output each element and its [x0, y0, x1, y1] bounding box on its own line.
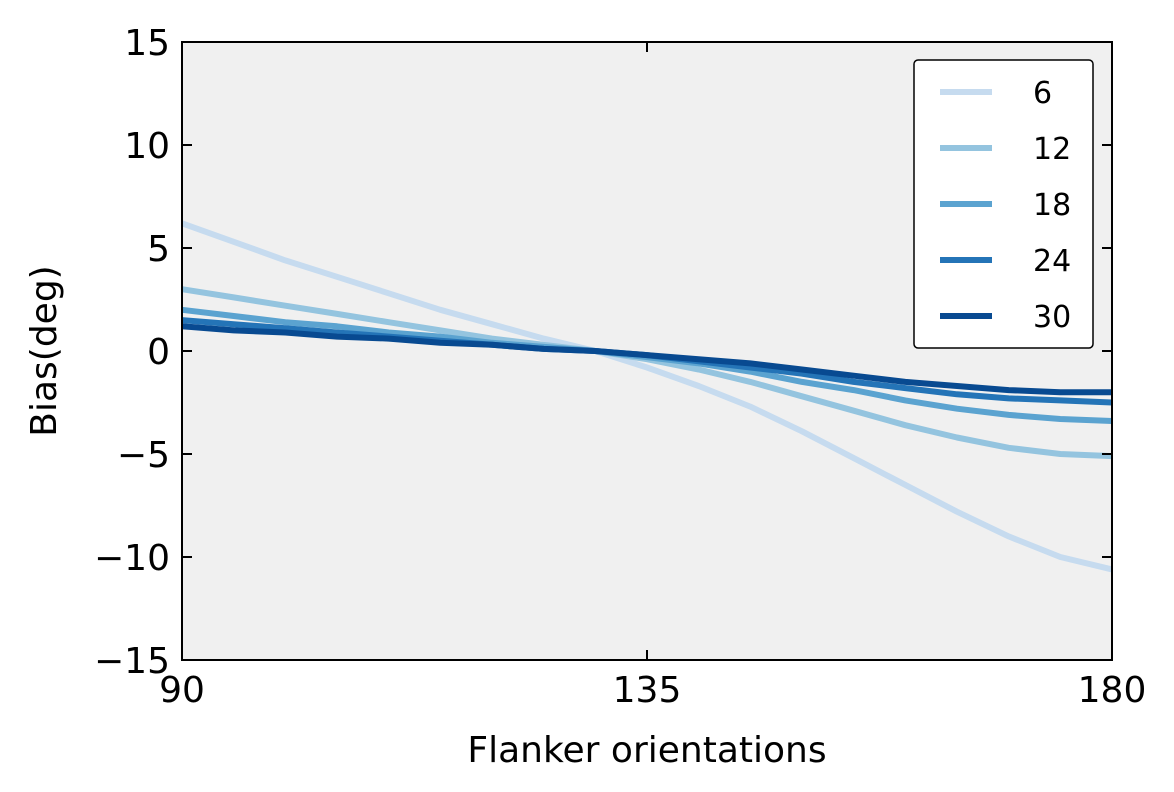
series-line-6 [180, 220, 1113, 573]
legend-label-18: 18 [1033, 188, 1071, 223]
legend: 6 12 18 24 30 [913, 59, 1094, 349]
x-tick-label: 90 [159, 670, 205, 711]
x-tick-label: 135 [613, 670, 682, 711]
series-line-30 [181, 323, 1112, 396]
y-tick-label: 0 [147, 332, 170, 373]
legend-label-30: 30 [1033, 300, 1071, 335]
legend-label-6: 6 [1033, 76, 1052, 111]
y-tick-label: 15 [124, 23, 170, 64]
legend-box [913, 59, 1094, 349]
ticks-layer: 90 135 180 −15 −10 −5 0 5 10 15 [94, 23, 1146, 711]
y-axis-label: Bias(deg) [24, 265, 65, 436]
x-tick-label: 180 [1078, 670, 1147, 711]
series-layer [180, 220, 1113, 573]
y-tick-label: 5 [147, 229, 170, 270]
y-tick-label: −5 [117, 435, 170, 476]
legend-label-24: 24 [1033, 244, 1071, 279]
y-tick-label: 10 [124, 126, 170, 167]
legend-label-12: 12 [1033, 132, 1071, 167]
y-tick-label: −15 [94, 641, 170, 682]
y-tick-label: −10 [94, 538, 170, 579]
x-axis-label: Flanker orientations [467, 730, 826, 771]
